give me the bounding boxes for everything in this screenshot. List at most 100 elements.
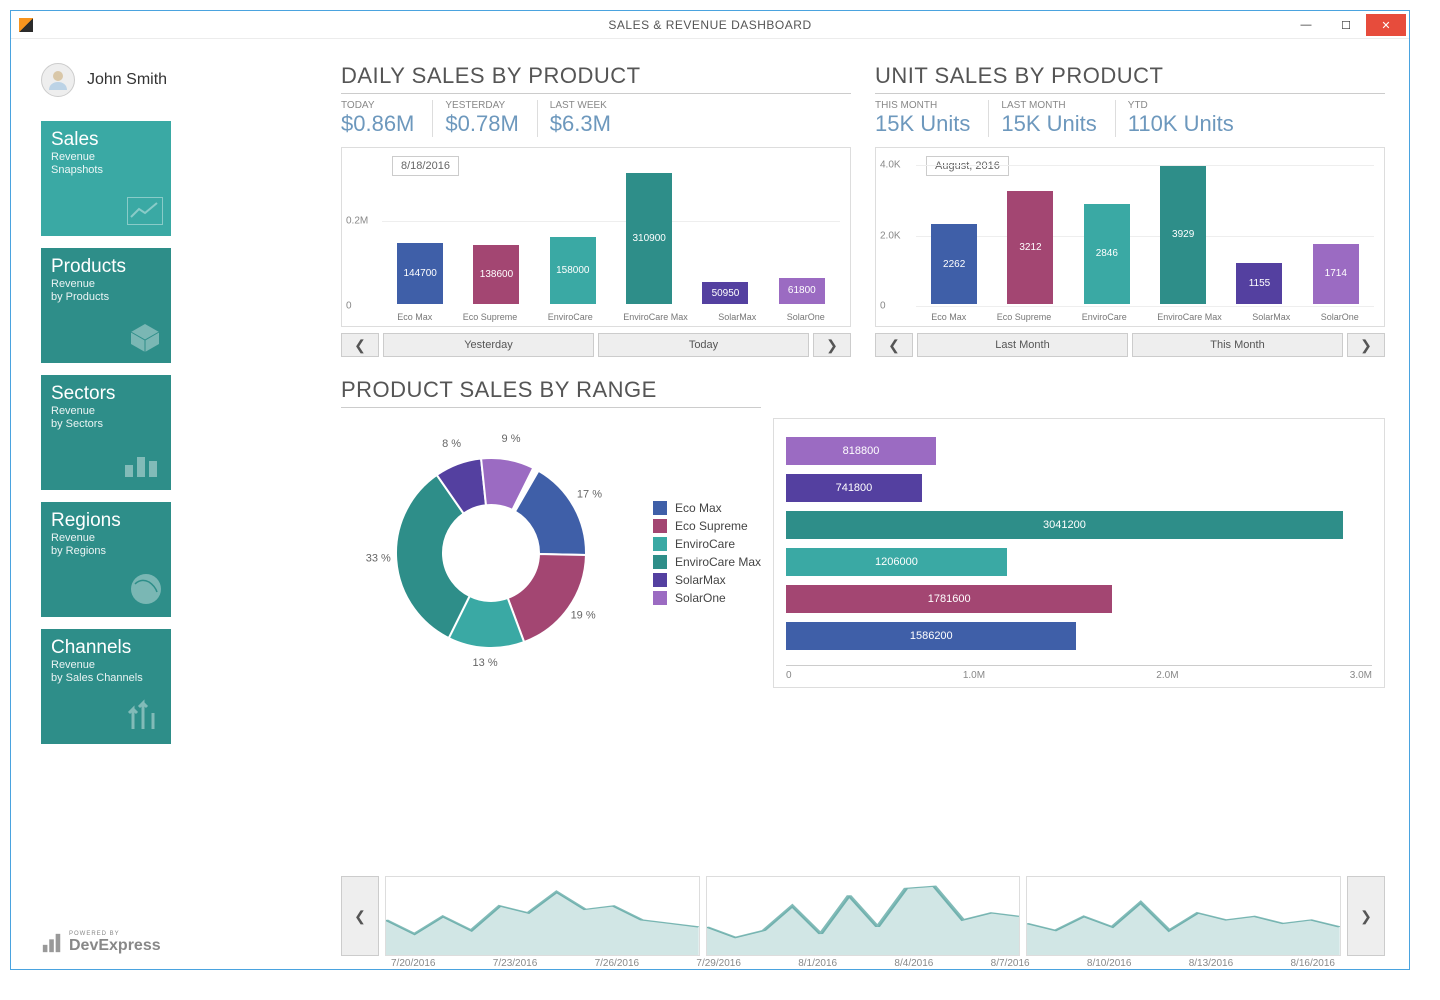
hbar: 3041200	[786, 511, 1343, 539]
titlebar: SALES & REVENUE DASHBOARD — ☐ ✕	[11, 11, 1409, 39]
avatar	[41, 63, 75, 97]
metric: TODAY$0.86M	[341, 100, 432, 137]
metric: LAST WEEK$6.3M	[537, 100, 629, 137]
bar: 138600	[473, 245, 519, 304]
spark-next-arrow[interactable]: ❯	[1347, 876, 1385, 956]
svg-text:19 %: 19 %	[571, 609, 596, 621]
timeline-tick: 8/7/2016	[991, 958, 1030, 969]
close-button[interactable]: ✕	[1366, 14, 1406, 36]
bar: 158000	[550, 237, 596, 304]
legend-swatch	[653, 519, 667, 533]
window-title: SALES & REVENUE DASHBOARD	[608, 18, 811, 32]
legend-item: EnviroCare	[653, 537, 761, 551]
tile-title: Channels	[51, 637, 161, 659]
timeline-axis: 7/20/20167/23/20167/26/20167/29/20168/1/…	[341, 956, 1385, 969]
x-tick: Eco Supreme	[463, 312, 518, 322]
range-panel: PRODUCT SALES BY RANGE 17 %19 %13 %33 %8…	[341, 377, 1385, 864]
x-tick: EnviroCare Max	[623, 312, 688, 322]
legend-swatch	[653, 537, 667, 551]
x-tick: EnviroCare	[548, 312, 593, 322]
sparkline[interactable]	[706, 876, 1021, 956]
x-tick: Eco Max	[397, 312, 432, 322]
legend-swatch	[653, 573, 667, 587]
tile-title: Sales	[51, 129, 161, 151]
svg-text:8 %: 8 %	[442, 438, 461, 450]
legend-item: SolarOne	[653, 591, 761, 605]
x-tick: 1.0M	[963, 670, 985, 681]
legend-label: EnviroCare	[675, 537, 735, 551]
metric-label: YESTERDAY	[445, 100, 518, 111]
unit-next-arrow[interactable]: ❯	[1347, 333, 1385, 357]
metric: THIS MONTH15K Units	[875, 100, 988, 137]
timeline-tick: 7/23/2016	[493, 958, 538, 969]
daily-prev-button[interactable]: Yesterday	[383, 333, 594, 357]
minimize-button[interactable]: —	[1286, 14, 1326, 36]
legend-swatch	[653, 591, 667, 605]
metric-value: 15K Units	[875, 111, 970, 137]
svg-text:9 %: 9 %	[502, 433, 521, 445]
tile-products[interactable]: ProductsRevenueby Products	[41, 248, 171, 363]
horizontal-bar-chart: 8188007418003041200120600017816001586200…	[773, 418, 1385, 688]
x-tick: SolarMax	[1252, 312, 1290, 322]
bar-rect: 61800	[779, 278, 825, 304]
metric-label: YTD	[1128, 100, 1234, 111]
bar-rect: 144700	[397, 243, 443, 304]
daily-prev-arrow[interactable]: ❮	[341, 333, 379, 357]
bar: 3212	[1007, 191, 1053, 304]
svg-text:33 %: 33 %	[366, 552, 391, 564]
bar-rect: 1714	[1313, 244, 1359, 304]
maximize-button[interactable]: ☐	[1326, 14, 1366, 36]
legend-label: EnviroCare Max	[675, 555, 761, 569]
x-tick: Eco Supreme	[997, 312, 1052, 322]
tile-sales[interactable]: SalesRevenueSnapshots	[41, 121, 171, 236]
sparkline[interactable]	[385, 876, 700, 956]
hbar-row: 1781600	[786, 583, 1372, 615]
svg-text:13 %: 13 %	[473, 657, 498, 669]
daily-sales-panel: DAILY SALES BY PRODUCT TODAY$0.86MYESTER…	[341, 63, 851, 357]
tile-sectors[interactable]: SectorsRevenueby Sectors	[41, 375, 171, 490]
daily-next-arrow[interactable]: ❯	[813, 333, 851, 357]
unit-prev-arrow[interactable]: ❮	[875, 333, 913, 357]
bar: 1155	[1236, 263, 1282, 304]
metric-label: TODAY	[341, 100, 414, 111]
metric-label: LAST WEEK	[550, 100, 611, 111]
timeline-tick: 8/16/2016	[1290, 958, 1335, 969]
tile-regions[interactable]: RegionsRevenueby Regions	[41, 502, 171, 617]
metric-label: THIS MONTH	[875, 100, 970, 111]
y-tick: 0	[880, 301, 886, 312]
tile-title: Sectors	[51, 383, 161, 405]
bar-rect: 3929	[1160, 166, 1206, 304]
y-tick: 4.0K	[880, 160, 901, 171]
tile-sub: Revenueby Sectors	[51, 405, 161, 431]
bar-rect: 138600	[473, 245, 519, 304]
tile-channels[interactable]: ChannelsRevenueby Sales Channels	[41, 629, 171, 744]
bar: 2846	[1084, 204, 1130, 304]
legend-item: Eco Max	[653, 501, 761, 515]
tile-icon	[127, 699, 163, 738]
brand-logo: POWERED BYDevExpress	[41, 931, 161, 955]
range-title: PRODUCT SALES BY RANGE	[341, 377, 761, 408]
unit-prev-button[interactable]: Last Month	[917, 333, 1128, 357]
legend-label: Eco Max	[675, 501, 722, 515]
donut-chart: 17 %19 %13 %33 %8 %9 %	[341, 418, 641, 688]
bar: 1714	[1313, 244, 1359, 304]
metric: YTD110K Units	[1115, 100, 1252, 137]
x-tick: EnviroCare	[1082, 312, 1127, 322]
x-tick: Eco Max	[931, 312, 966, 322]
timeline-tick: 8/1/2016	[798, 958, 837, 969]
metric-value: $0.86M	[341, 111, 414, 137]
bar-rect: 310900	[626, 173, 672, 304]
daily-next-button[interactable]: Today	[598, 333, 809, 357]
unit-title: UNIT SALES BY PRODUCT	[875, 63, 1385, 94]
unit-next-button[interactable]: This Month	[1132, 333, 1343, 357]
bar-rect: 2262	[931, 224, 977, 304]
bar: 61800	[779, 278, 825, 304]
x-tick: 0	[786, 670, 792, 681]
daily-bar-chart: 8/18/20160.2M014470013860015800031090050…	[341, 147, 851, 327]
sparkline[interactable]	[1026, 876, 1341, 956]
spark-prev-arrow[interactable]: ❮	[341, 876, 379, 956]
bar: 144700	[397, 243, 443, 304]
metric: YESTERDAY$0.78M	[432, 100, 536, 137]
tile-icon	[127, 322, 163, 357]
tile-sub: Revenueby Sales Channels	[51, 659, 161, 685]
